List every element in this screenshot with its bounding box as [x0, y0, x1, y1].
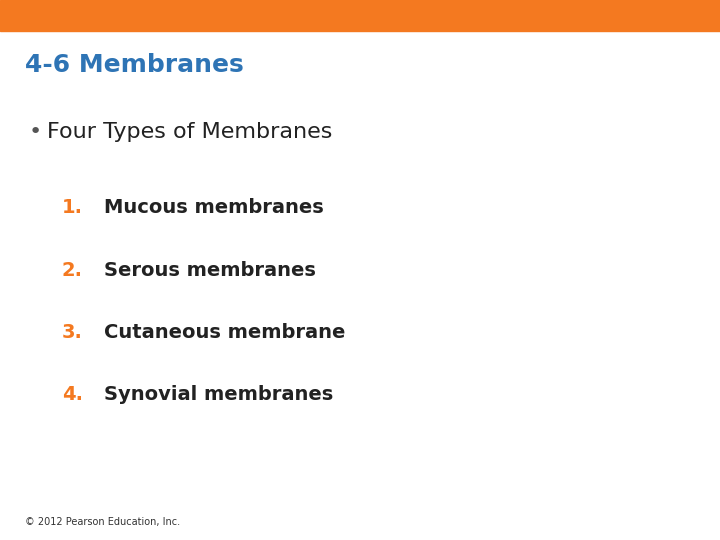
Text: Synovial membranes: Synovial membranes: [104, 384, 333, 404]
Text: •: •: [29, 122, 42, 143]
Text: 1.: 1.: [62, 198, 83, 218]
Text: Mucous membranes: Mucous membranes: [104, 198, 324, 218]
Bar: [0, 0, 720, 31]
Text: Serous membranes: Serous membranes: [104, 260, 316, 280]
Text: Four Types of Membranes: Four Types of Membranes: [47, 122, 332, 143]
Text: 2.: 2.: [62, 260, 83, 280]
Text: Cutaneous membrane: Cutaneous membrane: [104, 322, 346, 342]
Text: 4.: 4.: [62, 384, 83, 404]
Text: 4-6 Membranes: 4-6 Membranes: [25, 53, 244, 77]
Text: 3.: 3.: [62, 322, 83, 342]
Text: © 2012 Pearson Education, Inc.: © 2012 Pearson Education, Inc.: [25, 516, 180, 526]
